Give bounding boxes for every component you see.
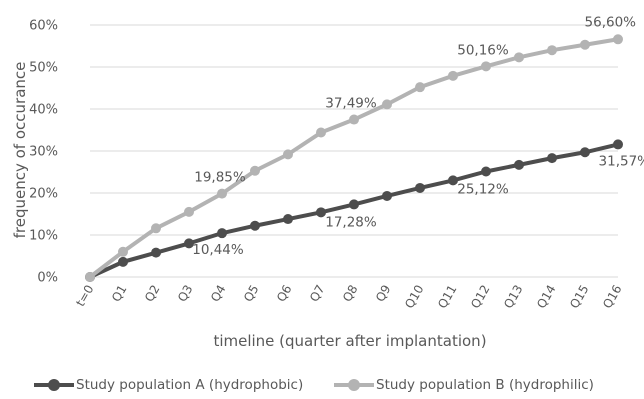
legend-label-b: Study population B (hydrophilic) (376, 377, 594, 393)
x-tick-label: Q5 (241, 283, 262, 305)
legend: Study population A (hydrophobic) Study p… (0, 372, 644, 398)
data-point (415, 182, 425, 193)
x-tick-label: Q13 (501, 283, 525, 311)
legend-item-a: Study population A (hydrophobic) (34, 372, 303, 398)
y-axis-title: frequency of occurance (11, 62, 29, 239)
legend-item-b: Study population B (hydrophilic) (334, 372, 594, 398)
x-tick-label: Q8 (340, 283, 361, 305)
x-tick-label: Q7 (307, 283, 328, 305)
data-point (250, 220, 260, 231)
series-line-a (89, 142, 619, 279)
x-tick-label: Q3 (175, 283, 196, 305)
y-tick-label: 30% (29, 145, 58, 160)
data-point (382, 99, 392, 110)
data-point (118, 256, 128, 267)
series-line-b (88, 37, 619, 279)
x-tick-label: Q4 (208, 283, 229, 305)
x-axis-title: timeline (quarter after implantation) (213, 332, 486, 350)
y-tick-label: 40% (29, 103, 58, 118)
data-point (316, 127, 326, 138)
x-tick-label: Q14 (534, 283, 558, 311)
data-label: 17,28% (325, 214, 377, 230)
data-point (580, 39, 590, 50)
y-tick-label: 60% (29, 19, 58, 34)
x-tick-label: Q15 (567, 283, 591, 311)
series-lines (85, 34, 623, 282)
legend-swatch-b (334, 375, 374, 395)
data-label: 10,44% (192, 242, 244, 258)
data-point (283, 214, 293, 225)
data-point (448, 70, 458, 81)
gridlines (90, 24, 618, 278)
y-tick-label: 20% (29, 187, 58, 202)
data-point (118, 246, 128, 257)
data-point (481, 166, 491, 177)
x-tick-label: Q1 (109, 283, 130, 305)
data-point (349, 199, 359, 210)
y-axis-ticks: 0% 10% 20% 30% 40% 50% 60% (29, 19, 58, 286)
data-point (85, 272, 95, 282)
data-point (580, 147, 590, 158)
data-point (217, 228, 227, 239)
data-label: 19,85% (194, 170, 246, 186)
data-label: 50,16% (457, 42, 509, 58)
legend-swatch-a (34, 375, 74, 395)
data-label: 31,57% (599, 153, 644, 169)
data-labels: 10,44% 17,28% 25,12% 31,57% 19,85% 37,49% 50,1… (192, 14, 644, 258)
y-tick-label: 50% (29, 61, 58, 76)
data-point (415, 82, 425, 93)
data-point (514, 52, 524, 63)
data-label: 25,12% (457, 181, 509, 197)
data-point (151, 247, 161, 258)
data-point (448, 175, 458, 186)
y-tick-label: 0% (37, 271, 58, 286)
x-axis-ticks: t=0 Q1 Q2 Q3 Q4 Q5 Q6 Q7 Q8 Q9 Q10 Q11 Q12 Q13 Q14 Q15 Q… (73, 283, 624, 311)
x-tick-label: Q9 (373, 283, 394, 305)
data-point (217, 188, 227, 199)
data-point (316, 207, 326, 218)
data-point (349, 114, 359, 125)
x-tick-label: Q11 (435, 283, 459, 311)
x-tick-label: t=0 (73, 283, 96, 309)
data-label: 56,60% (585, 14, 637, 30)
line-chart: 0% 10% 20% 30% 40% 50% 60% t=0 Q1 Q2 Q3 Q4 Q5 Q6 Q7 Q8… (11, 14, 644, 350)
x-tick-label: Q6 (274, 283, 295, 305)
data-point (151, 223, 161, 234)
data-point (613, 139, 623, 150)
y-tick-label: 10% (29, 229, 58, 244)
x-tick-label: Q16 (600, 283, 624, 311)
x-tick-label: Q10 (402, 283, 426, 311)
data-point (382, 190, 392, 201)
data-point (184, 206, 194, 217)
data-point (547, 45, 557, 56)
data-point (514, 159, 524, 170)
legend-label-a: Study population A (hydrophobic) (76, 377, 304, 393)
data-point (283, 149, 293, 160)
data-point (547, 153, 557, 164)
x-tick-label: Q2 (142, 283, 163, 305)
data-point (613, 34, 623, 45)
data-point (250, 165, 260, 176)
x-tick-label: Q12 (468, 283, 492, 311)
data-point (481, 61, 491, 72)
data-point (184, 238, 194, 249)
data-label: 37,49% (325, 96, 377, 112)
